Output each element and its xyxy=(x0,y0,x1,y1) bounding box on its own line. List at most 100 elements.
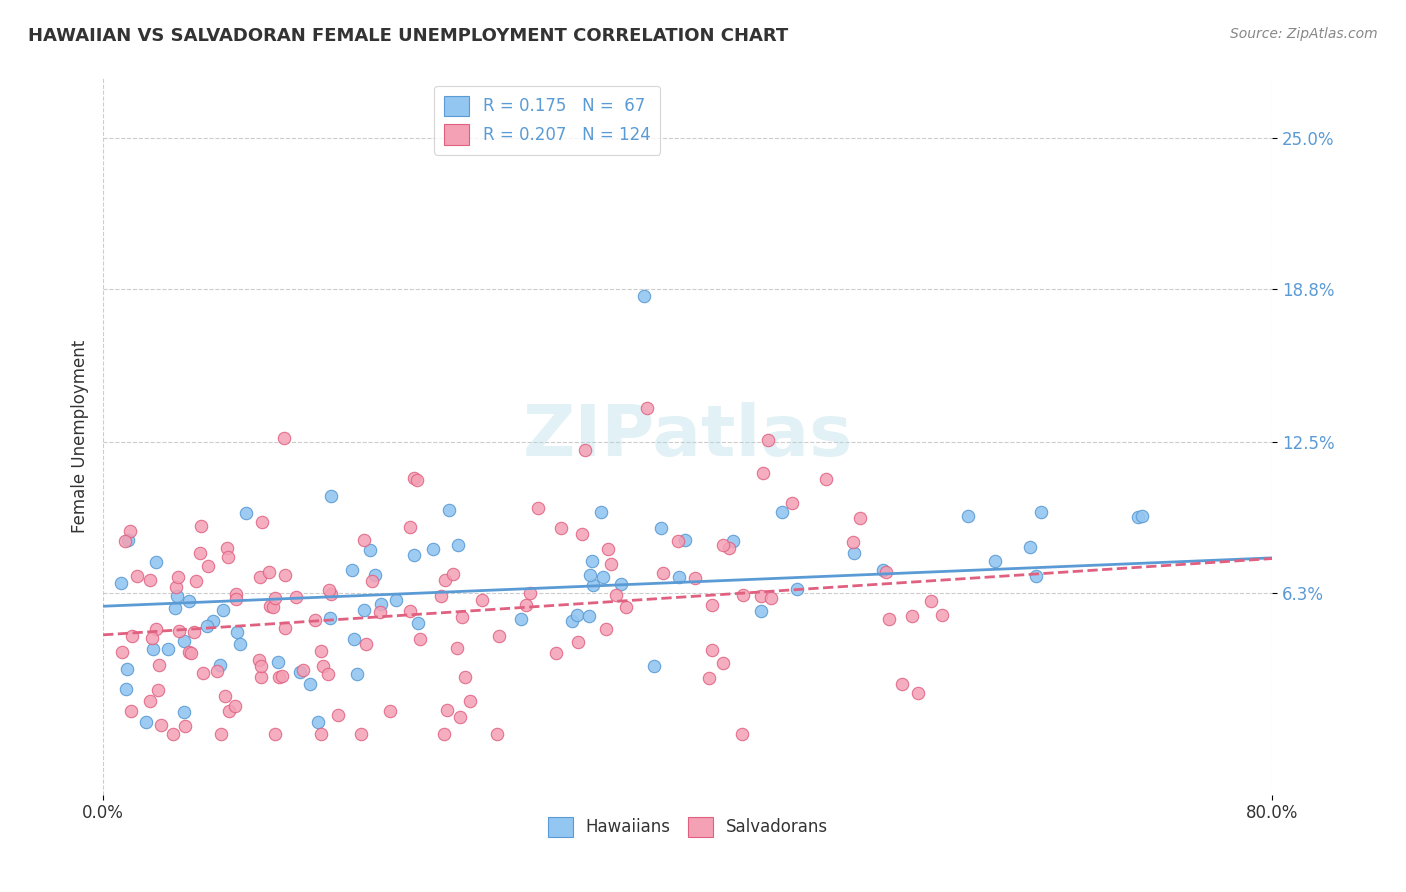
Point xyxy=(430,589,453,603)
Point xyxy=(224,699,246,714)
Point xyxy=(139,694,162,708)
Point xyxy=(1025,569,1047,583)
Point xyxy=(405,474,427,488)
Point xyxy=(550,521,572,535)
Point xyxy=(173,633,195,648)
Point xyxy=(340,563,363,577)
Point xyxy=(404,471,426,485)
Point xyxy=(121,629,143,643)
Point xyxy=(610,577,633,591)
Point xyxy=(510,612,533,626)
Point xyxy=(225,586,247,600)
Point xyxy=(250,659,273,673)
Point xyxy=(174,719,197,733)
Point xyxy=(191,665,214,680)
Point xyxy=(711,656,734,670)
Point xyxy=(259,599,281,613)
Point xyxy=(180,646,202,660)
Point xyxy=(247,652,270,666)
Point xyxy=(111,645,134,659)
Point xyxy=(422,541,444,556)
Point xyxy=(643,658,665,673)
Point xyxy=(304,613,326,627)
Point xyxy=(565,608,588,623)
Text: Source: ZipAtlas.com: Source: ZipAtlas.com xyxy=(1230,27,1378,41)
Point xyxy=(683,571,706,585)
Point xyxy=(141,631,163,645)
Point xyxy=(458,694,481,708)
Point xyxy=(209,727,232,741)
Point xyxy=(259,565,281,579)
Point xyxy=(983,554,1005,568)
Text: HAWAIIAN VS SALVADORAN FEMALE UNEMPLOYMENT CORRELATION CHART: HAWAIIAN VS SALVADORAN FEMALE UNEMPLOYME… xyxy=(28,27,789,45)
Point xyxy=(273,431,295,445)
Point xyxy=(166,589,188,603)
Point xyxy=(409,632,432,646)
Point xyxy=(1029,505,1052,519)
Point xyxy=(343,632,366,647)
Point xyxy=(441,567,464,582)
Point xyxy=(148,683,170,698)
Point xyxy=(446,538,468,552)
Point xyxy=(650,521,672,535)
Point xyxy=(751,604,773,618)
Point xyxy=(165,600,187,615)
Point xyxy=(380,704,402,718)
Point xyxy=(731,588,754,602)
Point xyxy=(114,534,136,549)
Point xyxy=(110,576,132,591)
Point xyxy=(135,714,157,729)
Point xyxy=(212,603,235,617)
Point xyxy=(309,727,332,741)
Point xyxy=(582,578,605,592)
Point xyxy=(471,592,494,607)
Point xyxy=(215,541,238,555)
Point xyxy=(264,591,287,605)
Point xyxy=(209,657,232,672)
Point xyxy=(115,662,138,676)
Point xyxy=(571,527,593,541)
Point xyxy=(145,622,167,636)
Point xyxy=(713,538,735,552)
Point xyxy=(298,677,321,691)
Point xyxy=(195,619,218,633)
Point xyxy=(318,582,340,597)
Point xyxy=(849,510,872,524)
Point xyxy=(433,727,456,741)
Point xyxy=(786,582,808,596)
Point xyxy=(900,609,922,624)
Point xyxy=(186,574,208,589)
Point xyxy=(117,533,139,547)
Point xyxy=(370,605,392,619)
Point xyxy=(872,563,894,577)
Point xyxy=(875,565,897,579)
Point xyxy=(361,574,384,588)
Point xyxy=(318,611,340,625)
Point xyxy=(633,289,655,303)
Point xyxy=(596,542,619,557)
Point xyxy=(751,466,773,480)
Point xyxy=(592,570,614,584)
Point xyxy=(271,669,294,683)
Point xyxy=(197,558,219,573)
Point xyxy=(138,573,160,587)
Point xyxy=(292,663,315,677)
Point xyxy=(179,645,201,659)
Point xyxy=(353,533,375,548)
Point xyxy=(162,727,184,741)
Point xyxy=(226,624,249,639)
Point xyxy=(920,594,942,608)
Point xyxy=(149,718,172,732)
Point xyxy=(599,557,621,571)
Point xyxy=(311,644,333,658)
Point xyxy=(450,610,472,624)
Point xyxy=(148,657,170,672)
Point xyxy=(218,704,240,718)
Point xyxy=(217,550,239,565)
Point xyxy=(1130,508,1153,523)
Point xyxy=(651,566,673,581)
Point xyxy=(214,689,236,703)
Point xyxy=(399,520,422,534)
Point xyxy=(488,628,510,642)
Point xyxy=(561,614,583,628)
